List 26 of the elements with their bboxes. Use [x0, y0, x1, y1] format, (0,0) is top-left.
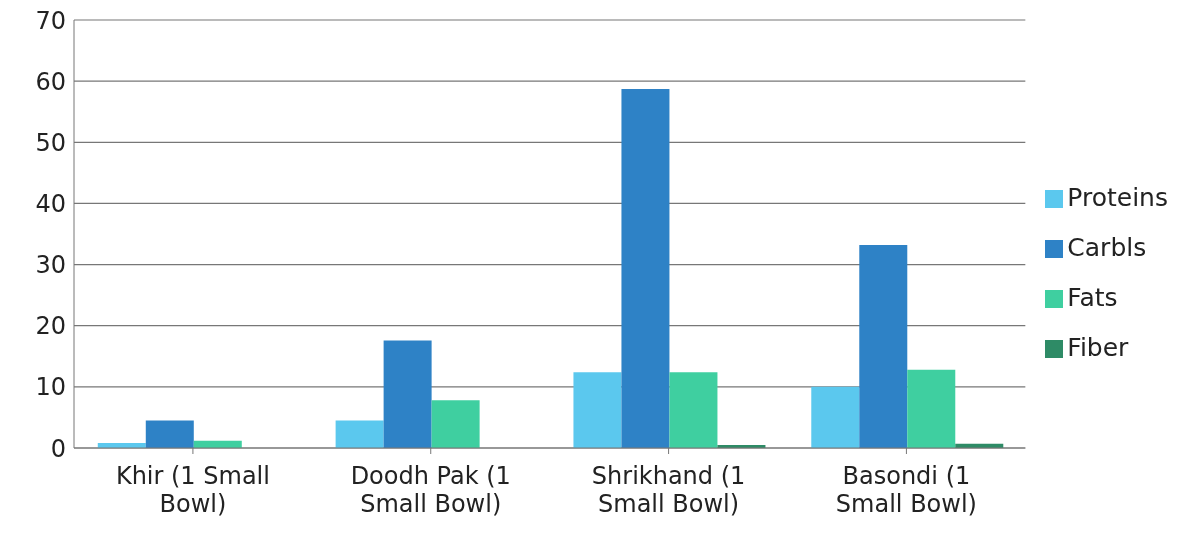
bar	[669, 372, 718, 448]
legend-label: Fiber	[1067, 333, 1129, 362]
bar	[621, 89, 670, 448]
x-tick-label: Shrikhand (1 Small Bowl)	[591, 462, 746, 518]
bar	[335, 420, 384, 448]
y-tick-label: 60	[35, 67, 66, 96]
y-tick-label: 50	[35, 128, 66, 157]
x-tick-label: Basondi (1 Small Bowl)	[835, 462, 977, 518]
bar	[859, 245, 908, 448]
bar	[907, 369, 956, 448]
y-tick-label: 20	[35, 312, 66, 341]
bar	[573, 372, 622, 448]
bar	[431, 400, 480, 448]
y-tick-label: 40	[35, 189, 66, 218]
legend-label: Fats	[1067, 283, 1118, 312]
bar	[145, 420, 194, 448]
y-tick-label: 0	[50, 434, 66, 463]
x-tick-label: Doodh Pak (1 Small Bowl)	[350, 462, 511, 518]
legend-label: Carbls	[1067, 233, 1147, 262]
y-tick-label: 30	[35, 251, 66, 280]
legend-label: Proteins	[1067, 183, 1168, 212]
bar	[383, 340, 432, 448]
y-tick-label: 10	[35, 373, 66, 402]
bar	[811, 386, 860, 448]
y-tick-label: 70	[35, 6, 66, 35]
x-tick-label: Khir (1 Small Bowl)	[115, 462, 270, 518]
